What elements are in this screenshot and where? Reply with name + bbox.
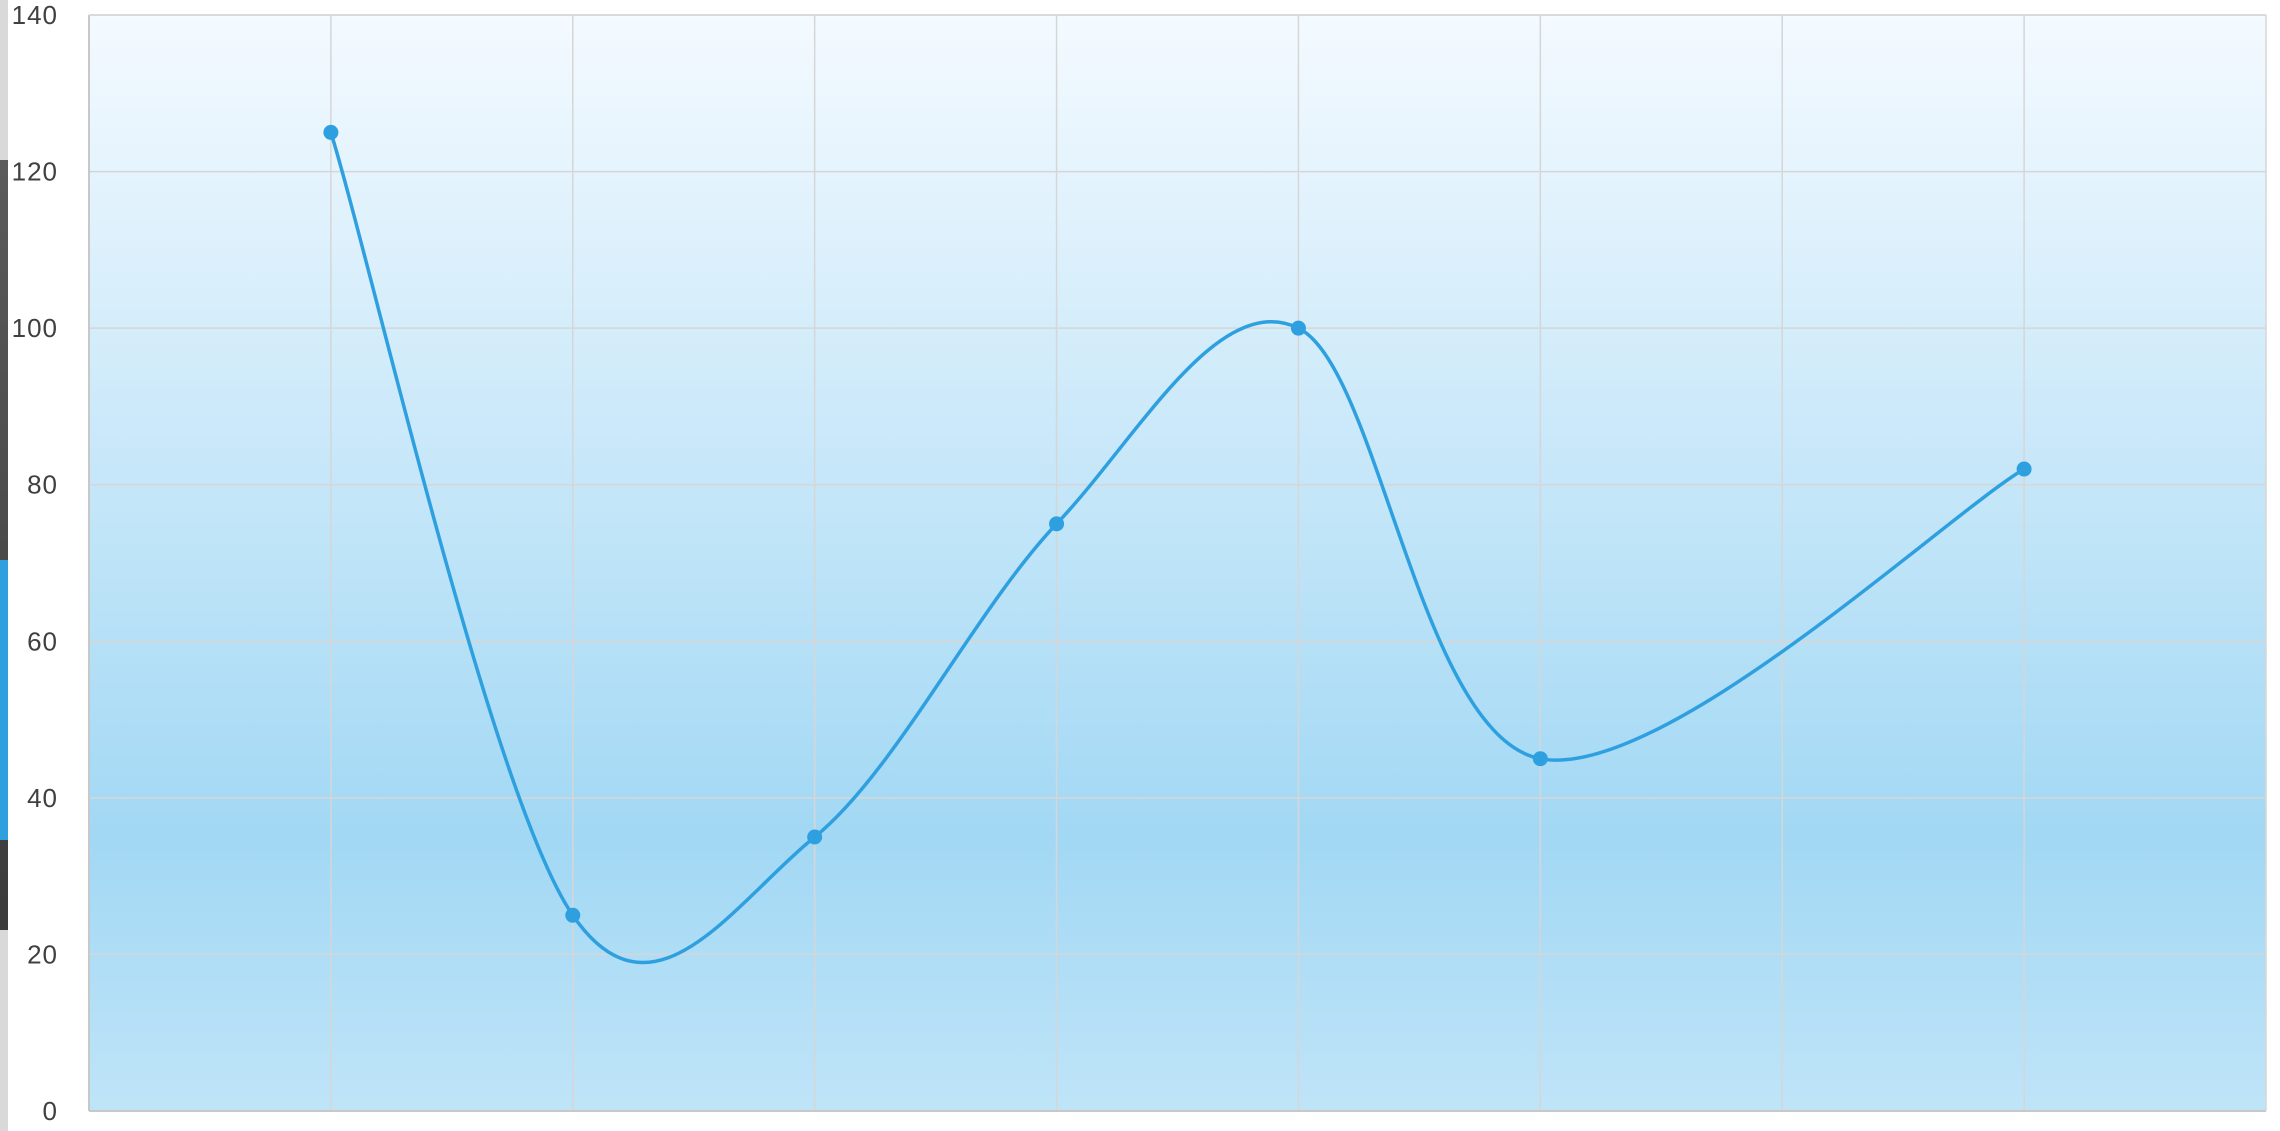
vertical-gridlines bbox=[330, 15, 2025, 1111]
y-tick-label-100: 100 bbox=[12, 313, 58, 343]
horizontal-gridlines bbox=[89, 14, 2266, 956]
data-point-4 bbox=[1049, 516, 1065, 532]
data-point-3 bbox=[807, 829, 823, 845]
axes bbox=[88, 14, 2267, 1112]
data-point-5 bbox=[1290, 320, 1306, 336]
y-tick-label-120: 120 bbox=[12, 157, 58, 187]
data-point-8 bbox=[2016, 461, 2032, 477]
y-tick-label-140: 140 bbox=[12, 0, 58, 30]
left-edge-dark-band bbox=[0, 160, 8, 930]
left-edge-decoration bbox=[0, 0, 8, 1131]
data-point-1 bbox=[323, 124, 339, 140]
left-edge-blue-band bbox=[0, 560, 8, 840]
y-tick-label-60: 60 bbox=[27, 626, 58, 656]
data-point-6 bbox=[1532, 751, 1548, 767]
series-group bbox=[323, 124, 2032, 965]
y-tick-label-40: 40 bbox=[27, 783, 58, 813]
y-tick-label-20: 20 bbox=[27, 939, 58, 969]
y-axis-tick-labels: 0 20 40 60 80 100 120 140 bbox=[12, 0, 58, 1126]
y-tick-label-80: 80 bbox=[27, 470, 58, 500]
y-tick-label-0: 0 bbox=[43, 1096, 58, 1126]
data-point-2 bbox=[565, 907, 581, 923]
plot-area bbox=[89, 15, 2266, 1111]
